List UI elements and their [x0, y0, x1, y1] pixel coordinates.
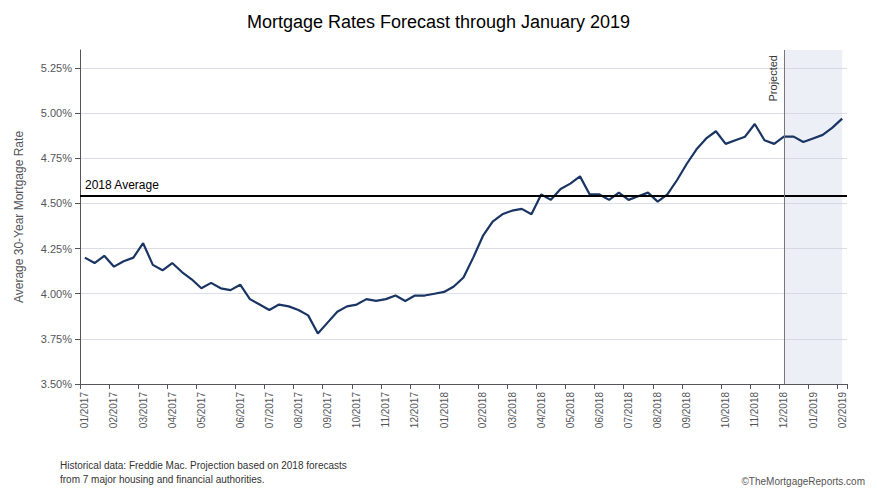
svg-text:02/2018: 02/2018: [477, 392, 488, 429]
svg-text:01/2019: 01/2019: [808, 392, 819, 429]
svg-text:06/2017: 06/2017: [235, 392, 246, 429]
svg-text:08/2017: 08/2017: [293, 392, 304, 429]
svg-text:08/2018: 08/2018: [652, 392, 663, 429]
svg-text:3.50%: 3.50%: [41, 378, 72, 390]
svg-text:11/2018: 11/2018: [749, 392, 760, 428]
svg-text:4.50%: 4.50%: [41, 197, 72, 209]
svg-text:07/2018: 07/2018: [623, 392, 634, 429]
svg-text:04/2017: 04/2017: [167, 392, 178, 429]
svg-text:Average 30-Year Mortgage Rate: Average 30-Year Mortgage Rate: [12, 131, 26, 303]
svg-text:09/2017: 09/2017: [322, 392, 333, 429]
svg-text:Projected: Projected: [767, 55, 779, 101]
svg-text:from 7 major housing and finan: from 7 major housing and financial autho…: [60, 474, 265, 485]
svg-text:Mortgage Rates Forecast throug: Mortgage Rates Forecast through January …: [247, 12, 630, 32]
svg-text:5.00%: 5.00%: [41, 107, 72, 119]
svg-text:4.75%: 4.75%: [41, 152, 72, 164]
svg-text:11/2017: 11/2017: [380, 392, 391, 428]
svg-text:2018 Average: 2018 Average: [85, 178, 159, 192]
svg-text:4.00%: 4.00%: [41, 288, 72, 300]
svg-text:3.75%: 3.75%: [41, 333, 72, 345]
svg-text:07/2017: 07/2017: [264, 392, 275, 429]
svg-text:03/2018: 03/2018: [507, 392, 518, 429]
svg-text:12/2018: 12/2018: [778, 392, 789, 429]
svg-text:03/2017: 03/2017: [138, 392, 149, 429]
svg-text:05/2018: 05/2018: [565, 392, 576, 429]
svg-text:02/2019: 02/2019: [837, 392, 848, 429]
svg-text:09/2018: 09/2018: [681, 392, 692, 429]
svg-text:5.25%: 5.25%: [41, 62, 72, 74]
svg-text:06/2018: 06/2018: [594, 392, 605, 429]
svg-text:©TheMortgageReports.com: ©TheMortgageReports.com: [741, 476, 865, 487]
svg-text:12/2017: 12/2017: [409, 392, 420, 429]
svg-text:10/2017: 10/2017: [351, 392, 362, 429]
svg-text:05/2017: 05/2017: [196, 392, 207, 429]
svg-text:01/2018: 01/2018: [439, 392, 450, 429]
svg-text:04/2018: 04/2018: [536, 392, 547, 429]
svg-text:Historical data: Freddie Mac.: Historical data: Freddie Mac. Projection…: [60, 460, 347, 471]
svg-text:02/2017: 02/2017: [108, 392, 119, 429]
svg-text:10/2018: 10/2018: [720, 392, 731, 429]
svg-text:4.25%: 4.25%: [41, 243, 72, 255]
svg-text:01/2017: 01/2017: [79, 392, 90, 429]
